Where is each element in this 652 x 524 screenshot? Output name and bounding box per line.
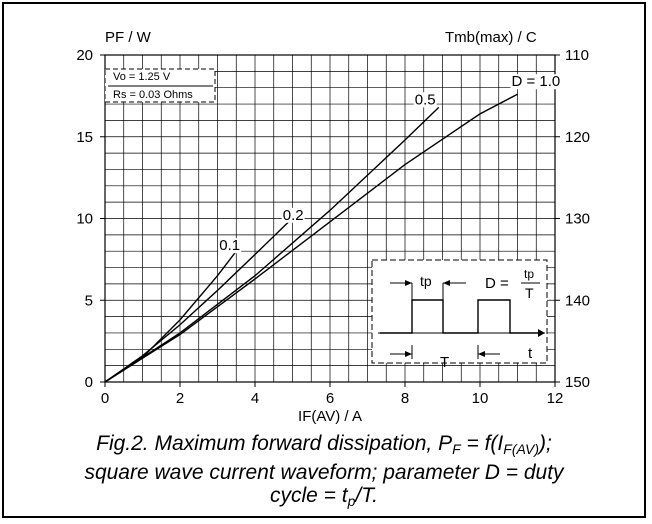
x-tick-label: 4 [251, 390, 259, 407]
figure-caption: Fig.2. Maximum forward dissipation, PF =… [4, 432, 644, 513]
series-line [104, 221, 290, 383]
figure-frame [2, 2, 646, 518]
y-tick-label: 10 [76, 211, 93, 228]
x-tick-label: 6 [326, 390, 334, 407]
right-tick-label: 150 [565, 374, 590, 391]
caption-line-2: square wave current waveform; parameter … [84, 461, 564, 484]
period-label: T [440, 354, 449, 371]
duty-formula-den: T [525, 285, 534, 301]
duty-formula-lhs: D = [485, 275, 509, 292]
series-line [104, 93, 518, 383]
x-axis-label: IF(AV) / A [298, 408, 362, 425]
parameter-box: Vo = 1.25 V Rs = 0.03 Ohms [104, 68, 216, 103]
param-vo: Vo = 1.25 V [113, 71, 171, 83]
right-tick-label: 140 [565, 292, 590, 309]
right-tick-label: 120 [565, 129, 590, 146]
series-label-background [218, 238, 242, 254]
series-label-background [510, 74, 562, 90]
caption-line-1: Fig.2. Maximum forward dissipation, PF =… [96, 432, 552, 457]
waveform-inset: t tp D = tp T T [371, 259, 548, 371]
tp-label: tp [420, 273, 432, 289]
series-label-background [413, 92, 437, 108]
x-tick-label: 0 [101, 390, 109, 407]
x-tick-label: 10 [472, 390, 489, 407]
time-label: t [528, 345, 533, 362]
y-tick-label: 15 [76, 129, 93, 146]
chart-series: 0.1 0.2 0.5 D = 1.0 [104, 73, 562, 383]
param-rs: Rs = 0.03 Ohms [113, 89, 193, 101]
series-label: 0.2 [283, 207, 304, 224]
caption-line-3: cycle = tp/T. [270, 484, 378, 509]
right-tick-label: 110 [565, 47, 589, 64]
duty-formula-num: tp [524, 267, 534, 281]
x-tick-label: 8 [401, 390, 409, 407]
y-tick-label: 0 [85, 374, 93, 391]
x-tick-label: 2 [176, 390, 184, 407]
series-label: D = 1.0 [512, 73, 561, 90]
y-tick-label: 20 [76, 47, 93, 64]
series-label-background [281, 207, 305, 223]
right-tick-label: 130 [565, 211, 590, 228]
right-axis-label: Tmb(max) / C [445, 29, 537, 46]
series-label: 0.1 [219, 237, 240, 254]
chart-grid [105, 55, 555, 382]
series-line [104, 106, 440, 383]
y-axis-label: PF / W [105, 29, 152, 46]
series-label: 0.5 [415, 91, 436, 108]
y-tick-label: 5 [85, 292, 93, 309]
chart-labels: PF / W Tmb(max) / C IF(AV) / A [105, 29, 537, 425]
x-tick-label: 12 [547, 390, 564, 407]
